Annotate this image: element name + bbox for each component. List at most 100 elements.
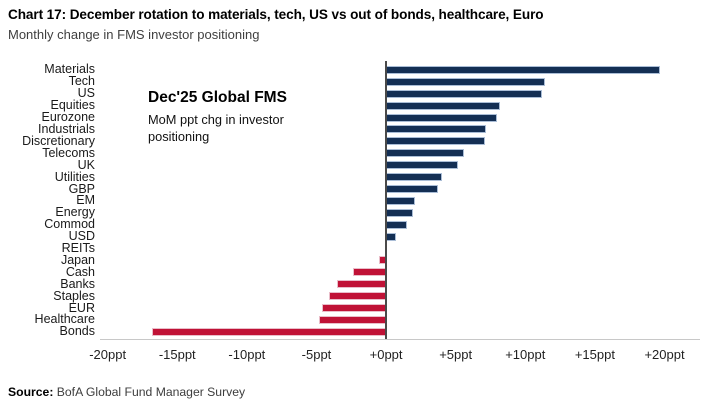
row-plot [100,266,700,278]
chart-row: GBP [0,181,705,196]
category-label: US [77,86,95,101]
x-axis-ticks: -20ppt -15ppt -10ppt -5ppt +0ppt +5ppt +10ppt +… [89,347,700,363]
bar-negative [379,256,387,265]
bar-positive [386,173,442,182]
x-tick-label: +5ppt [439,347,473,362]
bar-positive [386,185,438,194]
row-plot [100,278,700,290]
category-label: Materials [44,62,95,77]
category-label: Commod [44,217,95,232]
source-label: Source: [8,385,54,399]
row-plot [100,290,700,302]
x-tick-label: -5ppt [301,347,332,362]
chart-row: Bonds [0,324,705,339]
category-label: Telecoms [42,145,95,160]
category-label: GBP [68,181,95,196]
source-line: Source: BofA Global Fund Manager Survey [8,384,245,400]
chart-row: Equities [0,98,705,113]
row-plot [100,243,700,255]
chart-row: Eurozone [0,110,705,125]
x-tick-label: +0ppt [369,347,403,362]
chart-row: Cash [0,266,705,278]
bar-positive [386,208,413,217]
row-plot [100,100,700,112]
plot-area: Materials Tech US Equities Eurozone Industria… [0,62,705,339]
row-plot [100,326,700,338]
chart-row: US [0,86,705,101]
row-plot [100,88,700,100]
chart-row: Tech [0,74,705,89]
bar-positive [386,196,416,205]
row-plot [100,159,700,171]
bar-negative [337,280,387,289]
bar-negative [329,292,387,301]
category-label: Equities [50,98,95,113]
category-label: Energy [55,205,95,220]
bar-positive [386,161,459,170]
x-tick-label: +10ppt [505,347,546,362]
x-axis-baseline [100,339,700,340]
category-label: Tech [68,74,95,89]
category-label: EUR [68,300,95,315]
chart-row: Utilities [0,169,705,184]
category-label: USD [68,229,95,244]
source-text: BofA Global Fund Manager Survey [53,385,246,399]
chart-row: Discretionary [0,135,705,147]
category-label: REITs [61,241,95,256]
bar-positive [386,101,501,110]
bar-positive [386,149,465,158]
chart-title: Chart 17: December rotation to materials… [8,7,544,22]
chart-header: Chart 17: December rotation to materials… [8,5,701,44]
row-plot [100,124,700,136]
bar-positive [386,113,498,122]
chart-row: Japan [0,252,705,267]
category-label: UK [77,157,95,172]
category-label: Healthcare [34,312,95,327]
row-plot [100,302,700,314]
bar-positive [386,65,661,74]
category-label: EM [76,193,95,208]
bar-positive [386,232,396,241]
category-label: Banks [60,276,95,291]
row-plot [100,207,700,219]
row-plot [100,195,700,207]
row-plot [100,76,700,88]
chart-row: Materials [0,62,705,77]
chart-row: EUR [0,300,705,315]
chart-area: Materials Tech US Equities Eurozone Industria… [0,61,705,364]
bar-negative [152,327,387,336]
chart-row: Staples [0,289,705,302]
x-tick-label: -15ppt [158,347,196,362]
row-plot [100,314,700,326]
row-plot [100,219,700,231]
chart-row: Industrials [0,121,705,136]
chart-row: Commod [0,217,705,232]
row-plot [100,135,700,147]
category-label: Discretionary [22,133,95,148]
bar-positive [386,77,545,86]
chart-row: EM [0,193,705,208]
category-label: Eurozone [41,110,95,125]
chart-row: Banks [0,278,705,290]
category-label: Japan [60,252,95,267]
row-plot [100,112,700,124]
bar-positive [386,137,485,146]
bar-positive [386,125,487,134]
category-label: Utilities [54,169,95,184]
x-tick-label: +15ppt [574,347,615,362]
row-plot [100,171,700,183]
category-label: Industrials [38,121,95,136]
chart-row: Energy [0,205,705,220]
chart-row: REITs [0,241,705,256]
chart-row: UK [0,157,705,172]
row-plot [100,147,700,159]
chart-row: Telecoms [0,147,705,159]
x-tick-label: +20ppt [644,347,685,362]
bar-negative [322,304,387,313]
bar-negative [352,268,387,277]
chart-row: Healthcare [0,312,705,327]
chart-row: USD [0,229,705,244]
bar-positive [386,220,407,229]
category-label: Bonds [59,324,95,339]
